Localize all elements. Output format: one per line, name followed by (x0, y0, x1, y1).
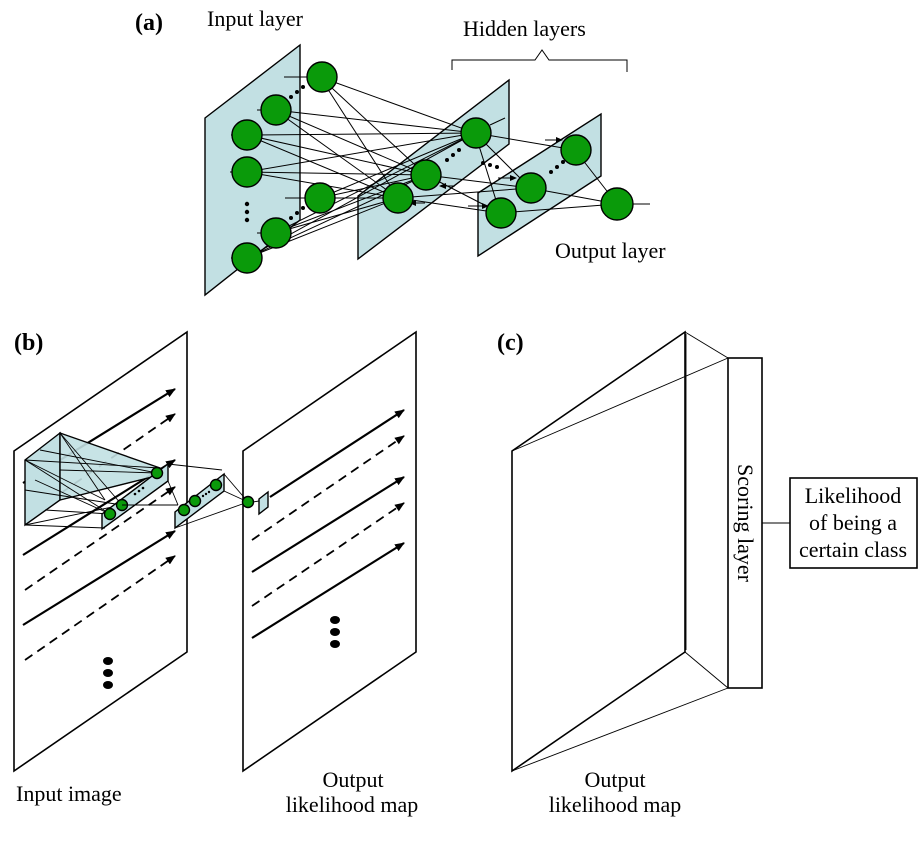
conv-node (150, 466, 164, 480)
output-map-ellipsis (330, 616, 340, 648)
input-node (260, 217, 292, 249)
output-map-c-label-line1: Output (584, 767, 645, 792)
output-node (600, 187, 634, 221)
input-ellipsis (244, 85, 305, 223)
conv-node (209, 478, 223, 492)
conv-node (103, 507, 117, 521)
output-map-label-line1: Output (322, 767, 383, 792)
input-layer-label: Input layer (207, 6, 304, 31)
conv-ellipsis-2 (201, 490, 211, 498)
hidden-node (560, 134, 592, 166)
input-node (260, 94, 292, 126)
output-layer-label: Output layer (555, 238, 666, 263)
panel-b-tag: (b) (14, 330, 43, 356)
input-node (304, 182, 336, 214)
input-node (306, 61, 338, 93)
likelihood-box-line1: Likelihood (805, 483, 902, 508)
panel-b: (b) (13, 330, 419, 817)
conv-node (177, 503, 191, 517)
likelihood-box-line3: certain class (799, 537, 907, 562)
output-map-c-frame (511, 330, 686, 773)
input-image-label: Input image (16, 781, 122, 806)
output-map-arrows (251, 409, 405, 639)
input-node (231, 119, 263, 151)
hidden-layer-1-nodes (382, 117, 499, 214)
panel-a-tag: (a) (135, 10, 163, 36)
input-layer-nodes (231, 61, 338, 274)
receptive-field-patch (24, 431, 161, 529)
conv-output-node (241, 495, 255, 509)
likelihood-box-line2: of being a (809, 510, 897, 535)
hidden-node (485, 197, 517, 229)
output-map-c-label-line2: likelihood map (549, 792, 682, 817)
hidden-layer-2-nodes (485, 134, 592, 229)
likelihood-box (789, 477, 918, 569)
panel-c-tag: (c) (497, 330, 524, 356)
input-node (231, 242, 263, 274)
input-image-ellipsis (103, 657, 113, 689)
hidden-layers-label: Hidden layers (463, 16, 586, 41)
scoring-projection-lines (511, 331, 729, 772)
hidden-node (382, 182, 414, 214)
hidden-node (460, 117, 492, 149)
conv-ellipsis-1 (133, 486, 145, 496)
output-pixel (258, 490, 269, 516)
input-node (231, 156, 263, 188)
panel-c: (c) Scoring layer Likelihood of being a … (497, 330, 918, 817)
hidden-node (515, 172, 547, 204)
hidden-layers-brace (451, 49, 628, 72)
scoring-layer-label: Scoring layer (733, 464, 758, 583)
hidden-node (410, 159, 442, 191)
panel-a: (a) Input layer Hidden layers Output lay… (135, 6, 666, 297)
output-map-label-line2: likelihood map (286, 792, 419, 817)
conv-node (188, 494, 202, 508)
output-map-frame (242, 330, 417, 773)
